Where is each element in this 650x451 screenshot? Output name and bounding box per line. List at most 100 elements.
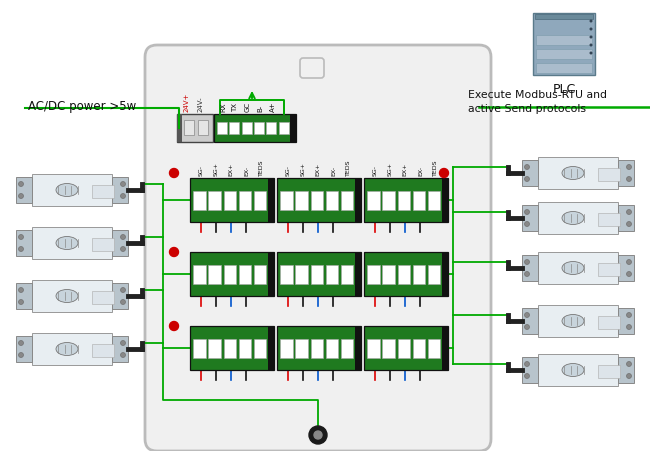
Bar [16, 177, 32, 203]
Text: 24V+: 24V+ [184, 92, 190, 112]
Circle shape [525, 373, 530, 378]
Text: TEDS: TEDS [346, 160, 351, 176]
Bar [398, 339, 410, 358]
Bar [242, 122, 252, 134]
Bar [254, 191, 266, 210]
Circle shape [627, 259, 632, 264]
Bar [209, 339, 221, 358]
Circle shape [18, 247, 23, 252]
Bar [32, 333, 112, 365]
Bar [382, 265, 395, 284]
Bar [538, 305, 618, 337]
Bar [239, 339, 252, 358]
Text: EX+: EX+ [403, 163, 408, 176]
Bar [364, 178, 448, 222]
Text: 24V-: 24V- [198, 97, 204, 112]
Bar [522, 205, 538, 231]
Bar [522, 255, 538, 281]
Text: EX-: EX- [244, 166, 249, 176]
Circle shape [309, 426, 327, 444]
Bar [413, 339, 425, 358]
Bar [522, 357, 538, 383]
Circle shape [170, 322, 179, 331]
Circle shape [170, 248, 179, 257]
Circle shape [18, 353, 23, 358]
FancyBboxPatch shape [145, 45, 491, 451]
Circle shape [627, 221, 632, 226]
Circle shape [525, 325, 530, 330]
Bar [279, 122, 289, 134]
Text: EX-: EX- [331, 166, 336, 176]
Text: EX+: EX+ [229, 163, 234, 176]
Circle shape [120, 193, 125, 198]
Circle shape [525, 221, 530, 226]
Bar [311, 191, 323, 210]
Bar [32, 227, 112, 259]
Circle shape [120, 287, 125, 293]
Bar [112, 177, 128, 203]
Text: SG+: SG+ [300, 162, 306, 176]
Bar [538, 202, 618, 234]
Bar [618, 357, 634, 383]
Bar [295, 339, 308, 358]
Bar [224, 191, 236, 210]
Text: GC: GC [245, 102, 251, 112]
Bar [598, 168, 620, 181]
Bar [92, 344, 114, 357]
Bar [280, 191, 292, 210]
Bar [538, 252, 618, 284]
Bar [32, 280, 112, 312]
Bar [428, 265, 441, 284]
Circle shape [525, 165, 530, 170]
Text: EX-: EX- [418, 166, 423, 176]
Bar [112, 230, 128, 256]
Circle shape [120, 181, 125, 187]
Circle shape [18, 341, 23, 345]
Bar [442, 178, 448, 222]
Bar [413, 191, 425, 210]
Bar [190, 178, 274, 222]
Circle shape [525, 313, 530, 318]
Bar [538, 354, 618, 386]
Bar [533, 13, 595, 75]
Bar [177, 114, 182, 142]
Bar [217, 122, 227, 134]
Bar [382, 191, 395, 210]
Text: A+: A+ [270, 101, 276, 112]
Ellipse shape [56, 290, 78, 303]
Bar [326, 265, 338, 284]
Circle shape [170, 169, 179, 178]
Circle shape [525, 176, 530, 181]
Bar [428, 191, 441, 210]
Bar [224, 339, 236, 358]
Circle shape [18, 287, 23, 293]
Bar [268, 252, 274, 296]
Text: TEDS: TEDS [433, 160, 438, 176]
Circle shape [627, 373, 632, 378]
Circle shape [627, 313, 632, 318]
Bar [193, 265, 205, 284]
Bar [295, 191, 308, 210]
Circle shape [120, 353, 125, 358]
Bar [112, 283, 128, 309]
Bar [268, 326, 274, 370]
Bar [190, 252, 274, 296]
Bar [92, 238, 114, 251]
Ellipse shape [56, 184, 78, 197]
Bar [522, 308, 538, 334]
Text: AC/DC power >5w: AC/DC power >5w [28, 100, 136, 113]
Circle shape [627, 272, 632, 276]
Bar [398, 265, 410, 284]
Circle shape [627, 362, 632, 367]
Bar [341, 339, 354, 358]
Bar [598, 316, 620, 329]
Bar [184, 120, 194, 135]
Circle shape [120, 235, 125, 239]
Bar [367, 339, 380, 358]
Bar [364, 252, 448, 296]
Text: TEDS: TEDS [259, 160, 264, 176]
Bar [355, 178, 361, 222]
Circle shape [18, 181, 23, 187]
Bar [16, 230, 32, 256]
Bar [398, 191, 410, 210]
